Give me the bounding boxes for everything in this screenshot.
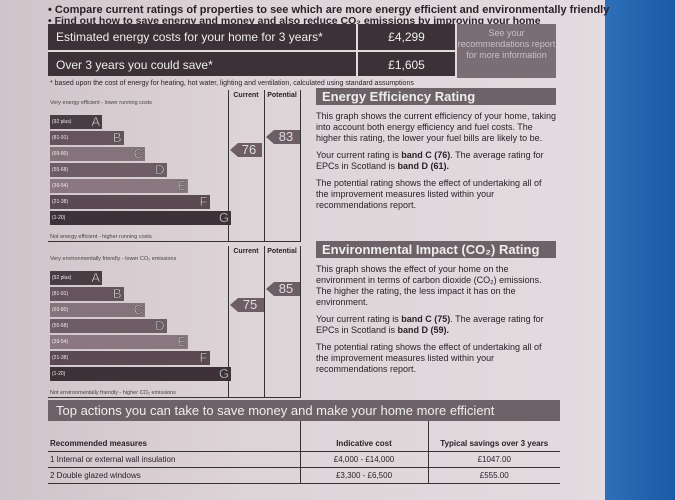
energy-cost-table: Estimated energy costs for your home for…: [48, 24, 556, 78]
chart-top-label: Very energy efficient - lower running co…: [50, 100, 153, 106]
band-range: (1-20): [52, 215, 66, 221]
band-range: (21-38): [52, 355, 69, 361]
band-range: (81-91): [52, 291, 69, 297]
panel-text: The potential rating shows the effect of…: [316, 178, 542, 210]
rating-band-b: (81-91) B: [50, 130, 124, 145]
panel-heading: Energy Efficiency Rating: [316, 88, 556, 105]
background-surface: [605, 0, 675, 500]
band-letter: A: [91, 114, 100, 129]
band-range: (69-80): [52, 307, 69, 313]
band-range: (39-54): [52, 183, 69, 189]
cost-label: Over 3 years you could save*: [48, 50, 356, 76]
band-range: (92 plus): [52, 119, 72, 125]
cost-value: £4,299: [356, 24, 455, 50]
band-letter: D: [155, 162, 165, 177]
panel-text: This graph shows the current efficiency …: [316, 111, 556, 143]
environmental-impact-chart: Very environmentally friendly - lower CO…: [48, 246, 301, 398]
band-range: (21-38): [52, 199, 69, 205]
energy-efficiency-panel: Energy Efficiency Rating This graph show…: [316, 88, 556, 217]
band-letter: F: [199, 194, 208, 209]
chart-bottom-label: Not energy efficient - higher running co…: [50, 234, 152, 240]
bullet-text: Compare current ratings of properties to…: [54, 4, 610, 16]
cost-value: £1,605: [356, 50, 455, 76]
current-header: Current: [233, 248, 259, 255]
bullet-compare: • Compare current ratings of properties …: [48, 4, 610, 16]
environmental-impact-panel: Environmental Impact (CO₂) Rating This g…: [316, 241, 556, 381]
potential-header: Potential: [267, 248, 297, 255]
band-letter: F: [199, 350, 208, 365]
current-rating-arrow: 76: [230, 143, 262, 157]
chart-bottom-label: Not environmentally friendly - higher CO…: [50, 390, 176, 396]
rating-band-a: (92 plus) A: [50, 114, 102, 129]
top-actions-section: Top actions you can take to save money a…: [48, 400, 560, 484]
panel-heading: Environmental Impact (CO₂) Rating: [316, 241, 556, 258]
rating-band-g: (1-20) G: [50, 366, 231, 381]
band-range: (39-54): [52, 339, 69, 345]
band-letter: B: [112, 130, 122, 145]
rating-band-e: (39-54) E: [50, 334, 188, 349]
band-range: (81-91): [52, 135, 69, 141]
savings-row: Over 3 years you could save* £1,605: [48, 50, 556, 76]
potential-header: Potential: [267, 92, 297, 99]
band-letter: G: [218, 210, 230, 225]
rating-band-g: (1-20) G: [50, 210, 231, 225]
cost-footnote: * based upon the cost of energy for heat…: [50, 80, 414, 87]
band-letter: A: [91, 270, 100, 285]
current-rating-arrow: 75: [230, 298, 264, 312]
band-letter: D: [155, 318, 165, 333]
chart-top-label: Very environmentally friendly - lower CO…: [50, 256, 177, 262]
table-row: 1 Internal or external wall insulation £4…: [48, 451, 560, 468]
rating-band-e: (39-54) E: [50, 178, 188, 193]
band-range: (92 plus): [52, 275, 72, 281]
panel-text: The potential rating shows the effect of…: [316, 342, 542, 374]
band-letter: E: [177, 334, 186, 349]
band-range: (55-68): [52, 323, 69, 329]
cost-label: Estimated energy costs for your home for…: [48, 24, 356, 50]
recommended-measures-table: Recommended measures Indicative cost Typic…: [48, 421, 560, 484]
band-letter: G: [218, 366, 230, 381]
band-range: (1-20): [52, 371, 66, 377]
energy-efficiency-chart: Very energy efficient - lower running co…: [48, 90, 301, 242]
rating-band-d: (55-68) D: [50, 318, 167, 333]
section-heading: Top actions you can take to save money a…: [48, 400, 560, 421]
panel-text: Your current rating is band C (76). The …: [316, 150, 544, 171]
rating-band-b: (81-91) B: [50, 286, 124, 301]
column-header: Indicative cost: [299, 421, 428, 452]
rating-band-f: (21-38) F: [50, 194, 210, 209]
potential-rating-arrow: 83: [266, 130, 300, 144]
rating-band-a: (92 plus) A: [50, 270, 102, 285]
see-report-note: See your recommendations report for more…: [457, 24, 556, 78]
rating-band-c: (69-80) C: [50, 302, 145, 317]
column-header: Recommended measures: [48, 421, 300, 452]
band-letter: C: [133, 146, 143, 161]
current-header: Current: [233, 92, 259, 99]
band-range: (69-80): [52, 151, 69, 157]
panel-text: This graph shows the effect of your home…: [316, 264, 542, 307]
band-letter: E: [177, 178, 186, 193]
band-letter: B: [112, 286, 122, 301]
band-range: (55-68): [52, 167, 69, 173]
band-letter: C: [133, 302, 143, 317]
rating-band-c: (69-80) C: [50, 146, 145, 161]
table-row: 2 Double glazed windows £3,300 - £6,500 £5…: [48, 467, 560, 484]
rating-band-d: (55-68) D: [50, 162, 167, 177]
column-header: Typical savings over 3 years: [427, 421, 560, 452]
potential-rating-arrow: 85: [266, 282, 300, 296]
panel-text: Your current rating is band C (75). The …: [316, 314, 544, 335]
cost-row: Estimated energy costs for your home for…: [48, 24, 556, 50]
rating-band-f: (21-38) F: [50, 350, 210, 365]
